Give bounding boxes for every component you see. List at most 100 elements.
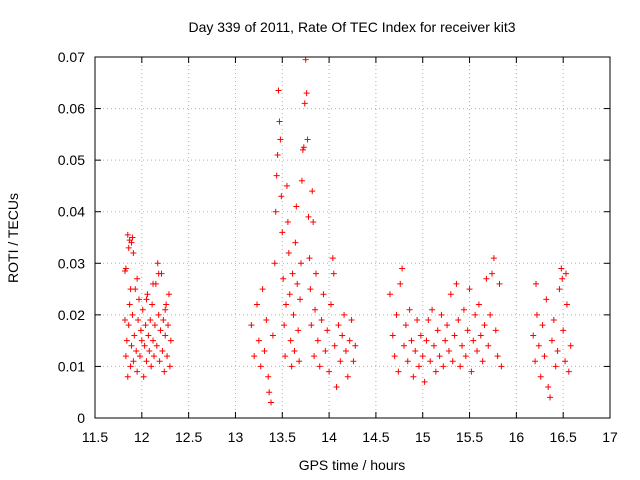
data-point xyxy=(257,363,264,370)
ticks: 11.5 12 12.5 13 13.5 14 14.5 15 15.5 16 16.5 17 0 0.0… xyxy=(58,49,618,445)
data-point xyxy=(490,255,497,262)
data-point xyxy=(417,332,424,339)
data-point xyxy=(399,265,406,272)
data-point xyxy=(285,249,292,256)
data-point xyxy=(248,322,255,329)
data-point xyxy=(344,373,351,380)
data-point xyxy=(146,347,153,354)
x-axis-label: GPS time / hours xyxy=(299,457,406,473)
y-tick-label: 0.03 xyxy=(58,255,85,271)
y-tick-label: 0 xyxy=(77,410,85,426)
data-point xyxy=(150,353,157,360)
data-point xyxy=(548,337,555,344)
data-point xyxy=(276,118,283,125)
x-tick-label: 11.5 xyxy=(82,429,108,445)
data-point xyxy=(556,286,563,293)
data-point xyxy=(470,337,477,344)
y-tick-label: 0.01 xyxy=(58,358,85,374)
data-point xyxy=(479,358,486,365)
data-point xyxy=(330,270,337,277)
data-point xyxy=(265,373,272,380)
data-point xyxy=(432,368,439,375)
data-point xyxy=(348,317,355,324)
data-point xyxy=(389,332,396,339)
data-point xyxy=(309,188,316,195)
data-point xyxy=(290,311,297,318)
data-point xyxy=(533,311,540,318)
data-point xyxy=(150,280,157,287)
data-point xyxy=(263,317,270,324)
data-point xyxy=(165,291,172,298)
data-point xyxy=(494,353,501,360)
data-point xyxy=(419,353,426,360)
data-point xyxy=(128,342,135,349)
data-point xyxy=(162,332,169,339)
data-point xyxy=(554,347,561,354)
data-point xyxy=(261,347,268,354)
data-point xyxy=(492,327,499,334)
y-axis-label: ROTI / TECUs xyxy=(5,193,21,283)
data-point xyxy=(266,389,273,396)
data-point xyxy=(138,337,145,344)
x-tick-label: 12 xyxy=(134,429,150,445)
data-point xyxy=(140,373,147,380)
data-point xyxy=(125,322,132,329)
data-point xyxy=(125,244,132,251)
data-point xyxy=(401,342,407,349)
data-point xyxy=(402,322,409,329)
data-point xyxy=(308,322,315,329)
data-point xyxy=(130,358,137,365)
data-point xyxy=(291,347,298,354)
data-point xyxy=(121,317,128,324)
data-point xyxy=(543,296,550,303)
data-point xyxy=(288,363,295,370)
x-tick-label: 17 xyxy=(602,429,618,445)
data-point xyxy=(286,291,293,298)
data-point xyxy=(272,208,279,215)
data-point xyxy=(498,363,505,370)
data-point xyxy=(161,368,168,375)
data-point xyxy=(311,353,318,360)
data-point xyxy=(149,301,156,308)
data-point xyxy=(322,347,329,354)
data-point xyxy=(352,342,359,349)
data-point xyxy=(307,286,314,293)
data-point xyxy=(410,373,417,380)
data-point xyxy=(547,394,554,401)
data-point xyxy=(567,342,574,349)
data-point xyxy=(320,291,327,298)
data-point xyxy=(310,219,317,226)
data-point xyxy=(489,270,496,277)
data-point xyxy=(316,363,323,370)
data-point xyxy=(485,342,492,349)
data-point xyxy=(445,347,452,354)
y-tick-label: 0.07 xyxy=(58,49,85,65)
data-point xyxy=(302,56,309,63)
data-point xyxy=(292,239,299,246)
data-point xyxy=(271,260,278,267)
data-point xyxy=(127,363,134,370)
data-point xyxy=(155,270,162,277)
data-point xyxy=(301,100,308,107)
data-point xyxy=(406,306,413,313)
data-point xyxy=(136,296,143,303)
data-point xyxy=(442,337,449,344)
x-tick-label: 15 xyxy=(415,429,431,445)
data-point xyxy=(164,353,171,360)
data-point xyxy=(457,363,464,370)
data-point xyxy=(444,322,451,329)
data-point xyxy=(545,384,552,391)
data-point xyxy=(533,280,540,287)
data-point xyxy=(391,353,398,360)
data-point xyxy=(298,260,304,267)
data-point xyxy=(129,311,136,318)
data-point xyxy=(124,373,131,380)
data-point xyxy=(415,363,422,370)
data-point xyxy=(287,337,294,344)
data-point xyxy=(148,363,155,370)
data-point xyxy=(312,270,319,277)
data-point xyxy=(278,193,285,200)
data-point xyxy=(283,182,290,189)
data-point xyxy=(559,275,566,282)
data-point xyxy=(487,311,494,318)
